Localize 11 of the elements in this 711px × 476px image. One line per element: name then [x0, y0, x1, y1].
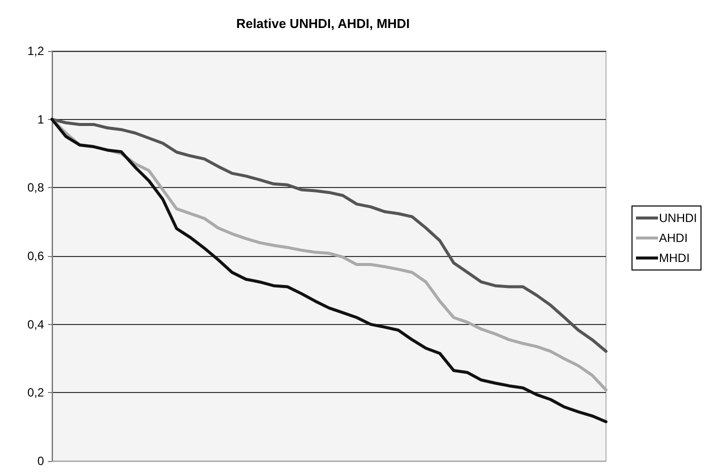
y-tick-label: 0,4	[27, 317, 44, 332]
y-tick-label: 1,2	[27, 44, 44, 58]
y-tick-label: 0,6	[27, 249, 44, 263]
chart-title: Relative UNHDI, AHDI, MHDI	[236, 16, 410, 31]
y-tick-label: 0,2	[27, 386, 44, 400]
legend-label: UNHDI	[659, 211, 697, 225]
y-tick-label: 0	[37, 454, 44, 468]
legend-label: AHDI	[659, 231, 688, 245]
y-tick-label: 1	[37, 112, 44, 126]
legend-label: MHDI	[659, 251, 690, 265]
y-tick-label: 0,8	[27, 180, 44, 195]
